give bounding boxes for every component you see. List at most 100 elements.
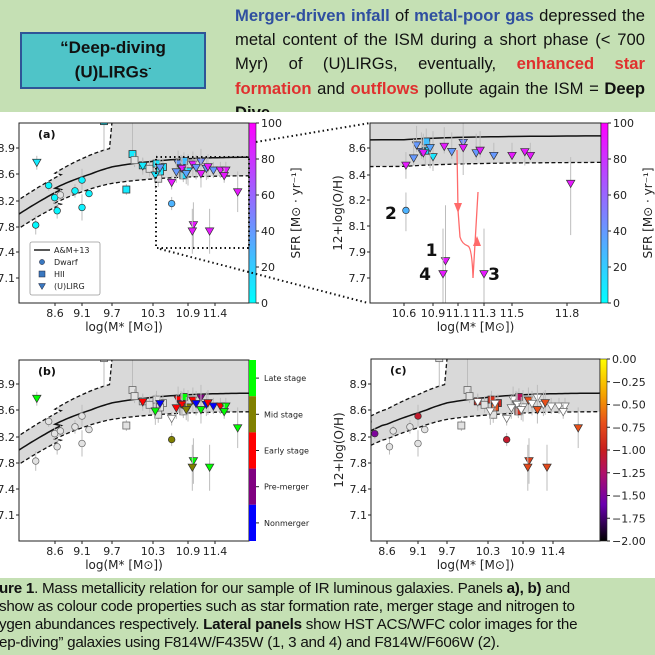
x-tick-label: 11.4: [203, 545, 228, 558]
arrowhead-up-icon: [473, 236, 481, 246]
galaxy-number-label: 4: [419, 265, 431, 285]
colorbar-segment: [249, 504, 256, 541]
galaxy-point-dwarf: [78, 412, 86, 420]
galaxy-point-ulirg: [208, 166, 219, 176]
galaxy-point-ulirg: [219, 172, 229, 181]
summary-highlight-red: enhanced star formation: [235, 54, 645, 98]
colorbar-category-label: Early stage: [264, 447, 309, 456]
caption-line-2: show as colour code properties such as s…: [0, 598, 575, 615]
colorbar-gradient: [249, 123, 256, 303]
galaxy-point-ulirg: [171, 404, 182, 413]
summary-text-part: of: [389, 6, 415, 25]
colorbar-tick-label: 0: [261, 297, 268, 310]
y-tick-label: 7.7: [349, 272, 367, 285]
colorbar-tick-label: 0.00: [612, 353, 637, 366]
galaxy-point-ulirg: [137, 398, 148, 407]
galaxy-point-dwarf: [371, 429, 379, 438]
colorbar: 100 80 60 40 20 0 SFR [M⊙ · yr⁻¹]: [248, 117, 303, 310]
y-tick-label: 8.9: [350, 378, 368, 391]
colorbar-tick-label: 40: [613, 225, 627, 238]
legend-entry-label: (U)LIRG: [54, 282, 85, 291]
galaxy-point-hii: [480, 400, 489, 409]
galaxy-point-dwarf: [56, 427, 65, 435]
galaxy-point-ulirg: [155, 400, 165, 409]
galaxy-point-hii: [100, 123, 108, 126]
colorbar-category-label: Pre-merger: [264, 483, 309, 492]
galaxy-point-dwarf: [45, 181, 53, 190]
colorbar-tick-label: −0.50: [612, 399, 646, 412]
colorbar-tick-label: 60: [261, 189, 275, 202]
galaxy-point-dwarf: [32, 457, 40, 465]
galaxy-point-dwarf: [71, 187, 79, 195]
relation-upper-dashed-line: [19, 123, 113, 201]
y-tick-label: 7.1: [0, 509, 15, 522]
colorbar: Late stage Mid stage Early stage Pre-merger…: [249, 360, 310, 541]
x-tick-label: 11.3: [472, 307, 497, 320]
galaxy-point-ulirg: [196, 406, 206, 415]
galaxy-point-ulirg: [188, 221, 199, 230]
legend-square-icon: [38, 270, 46, 278]
galaxy-point-ulirg: [208, 402, 219, 412]
galaxy-point-ulirg: [418, 149, 429, 158]
galaxy-point-dwarf: [389, 427, 397, 435]
galaxy-point-ulirg: [479, 270, 489, 279]
relation-lower-dashed-line: [19, 411, 249, 466]
colorbar-tick-label: −0.25: [612, 376, 646, 389]
colorbar-segment: [249, 360, 256, 397]
galaxy-point-ulirg: [565, 179, 576, 189]
galaxy-point-ulirg: [155, 164, 165, 173]
x-axis-label: log(M* [M⊙]): [437, 320, 515, 334]
relation-scatter-band: [19, 123, 249, 229]
galaxy-point-ulirg: [187, 463, 198, 473]
y-axis-label: 12+log(O/H): [332, 412, 346, 488]
x-tick-label: 9.1: [73, 307, 91, 320]
poster-header: “Deep-diving (U)LIRGs- Merger-driven inf…: [0, 0, 655, 122]
galaxy-point-hii: [145, 164, 154, 173]
y-tick-label: 8.2: [350, 431, 368, 444]
galaxy-point-dwarf: [385, 443, 394, 451]
galaxy-point-ulirg: [31, 394, 42, 404]
galaxy-point-ulirg: [458, 144, 469, 153]
galaxy-point-ulirg: [501, 414, 512, 424]
arrowhead-down-icon: [454, 203, 462, 213]
x-axis-label: log(M* [M⊙]): [85, 558, 163, 572]
colorbar-segment: [249, 468, 256, 505]
galaxy-point-dwarf: [414, 439, 422, 448]
colorbar-tick-label: 0: [613, 297, 620, 310]
relation-lower-dashed-line: [371, 411, 600, 446]
legend: A&M+13 Dwarf HII (U)LIRG: [29, 241, 101, 296]
panel-b: 8.6 9.1 9.7 10.3 10.9 11.4 8.9 8.6 8.2 7.8 7.4 7.1 l…: [0, 359, 310, 572]
galaxy-point-ulirg: [166, 178, 177, 188]
galaxy-point-ulirg: [191, 400, 201, 409]
colorbar-tick-label: 100: [613, 117, 634, 130]
galaxy-point-hii: [130, 156, 139, 165]
x-tick-label: 8.6: [46, 307, 64, 320]
section-title-line1: “Deep-diving: [60, 38, 166, 57]
relation-lower-dashed-line: [370, 161, 601, 168]
colorbar-segment: [249, 432, 256, 469]
x-tick-label: 9.7: [103, 307, 121, 320]
galaxy-point-hii: [465, 392, 474, 401]
y-tick-label: 8.6: [0, 168, 15, 181]
colorbar-segment: [249, 396, 256, 433]
colorbar-tick-label: −0.75: [612, 421, 646, 434]
colorbar-category-label: Nonmerger: [264, 519, 310, 528]
colorbar-tick-label: 80: [613, 153, 627, 166]
galaxy-point-ulirg: [488, 151, 499, 161]
y-tick-label: 7.4: [0, 483, 15, 496]
legend-frame: [29, 241, 101, 296]
x-tick-label: 10.9: [511, 545, 536, 558]
galaxy-number-label: 3: [488, 265, 500, 285]
galaxy-point-ulirg: [525, 151, 536, 161]
x-tick-label: 10.3: [141, 307, 166, 320]
section-title-line2: (U)LIRGs: [74, 62, 149, 82]
galaxy-point-dwarf: [53, 207, 61, 215]
figure-caption: ure 1. Mass metallicity relation for our…: [0, 578, 655, 655]
galaxy-point-ulirg: [532, 406, 543, 415]
x-tick-label: 11.4: [541, 545, 566, 558]
colorbar-tick-label: −1.25: [612, 467, 646, 480]
y-tick-label: 8.6: [349, 142, 367, 155]
colorbar-tick-label: 40: [261, 225, 275, 238]
galaxy-point-hii: [457, 421, 466, 430]
galaxy-point-ulirg: [516, 406, 527, 415]
